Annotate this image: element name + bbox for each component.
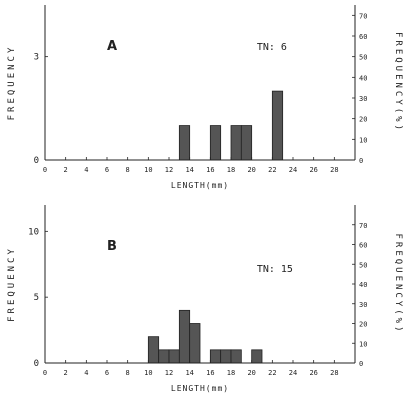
- x-tick-label: 14: [185, 166, 193, 174]
- x-tick-label: 0: [43, 369, 47, 377]
- right-y-tick-label: 60: [359, 33, 367, 41]
- x-tick-label: 4: [84, 369, 88, 377]
- tn-annotation: TN: 6: [257, 42, 287, 53]
- y-axis-label-left: FREQUENCY: [7, 45, 17, 121]
- histogram-bar: [230, 125, 242, 161]
- right-y-tick-label: 10: [359, 136, 367, 144]
- y-tick-label: 3: [34, 53, 39, 63]
- histogram-bar: [240, 125, 253, 161]
- histogram-bar: [209, 349, 222, 364]
- right-y-tick-label: 70: [359, 222, 367, 230]
- tn-annotation: TN: 15: [257, 264, 293, 275]
- x-tick-label: 2: [64, 166, 68, 174]
- x-tick-label: 14: [185, 369, 193, 377]
- histogram-bar: [147, 336, 160, 364]
- x-axis-label: LENGTH(mm): [171, 384, 229, 393]
- x-tick-label: 16: [206, 166, 214, 174]
- histogram-bar: [251, 349, 263, 364]
- y-axis-label-right: FREQUENCY(%): [393, 32, 403, 133]
- x-tick-label: 8: [126, 166, 130, 174]
- x-tick-label: 18: [227, 369, 235, 377]
- right-y-tick-label: 0: [359, 360, 363, 368]
- right-y-tick-label: 40: [359, 74, 367, 82]
- x-tick-label: 12: [165, 369, 173, 377]
- x-tick-label: 16: [206, 369, 214, 377]
- histogram-bar: [220, 349, 232, 364]
- x-tick-label: 26: [309, 369, 317, 377]
- x-tick-label: 6: [105, 166, 109, 174]
- histogram-bar: [230, 349, 242, 364]
- x-tick-label: 28: [330, 166, 338, 174]
- right-y-tick-label: 30: [359, 95, 367, 103]
- x-axis-label: LENGTH(mm): [171, 181, 229, 190]
- right-y-tick-label: 70: [359, 12, 367, 20]
- x-tick-label: 18: [227, 166, 235, 174]
- histogram-bar: [178, 309, 191, 364]
- histogram-bar: [178, 125, 191, 161]
- right-y-tick-label: 40: [359, 281, 367, 289]
- y-tick-label: 5: [34, 293, 39, 303]
- x-tick-label: 6: [105, 369, 109, 377]
- histogram-bar: [209, 125, 222, 161]
- histogram-bar: [189, 323, 201, 364]
- x-tick-label: 20: [247, 369, 255, 377]
- x-tick-label: 24: [289, 369, 297, 377]
- right-y-tick-label: 30: [359, 301, 367, 309]
- x-tick-label: 26: [309, 166, 317, 174]
- x-tick-label: 24: [289, 166, 297, 174]
- x-tick-label: 12: [165, 166, 173, 174]
- histogram-bar: [168, 349, 180, 364]
- right-y-tick-label: 50: [359, 54, 367, 62]
- x-tick-label: 0: [43, 166, 47, 174]
- right-y-tick-label: 50: [359, 261, 367, 269]
- right-y-tick-label: 20: [359, 321, 367, 329]
- right-y-tick-label: 20: [359, 116, 367, 124]
- x-tick-label: 4: [84, 166, 88, 174]
- x-tick-label: 22: [268, 369, 276, 377]
- panel-letter: A: [107, 39, 117, 54]
- histogram-bar: [158, 349, 170, 364]
- panel-b: 0 2 4 6 8 10 12 14 16 18 20 22 24 26 28051001020304050…: [7, 205, 403, 393]
- panel-letter: B: [107, 239, 117, 254]
- y-axis-label-right: FREQUENCY(%): [393, 233, 403, 334]
- panel-a: 0 2 4 6 8 10 12 14 16 18 20 22 24 26 28030102030405060…: [7, 5, 403, 190]
- x-tick-label: 10: [144, 166, 152, 174]
- right-y-tick-label: 60: [359, 242, 367, 250]
- x-tick-label: 28: [330, 369, 338, 377]
- y-axis-label-left: FREQUENCY: [7, 246, 17, 322]
- x-tick-label: 10: [144, 369, 152, 377]
- histogram-bar: [271, 90, 284, 161]
- y-tick-label: 0: [34, 156, 39, 166]
- x-tick-label: 8: [126, 369, 130, 377]
- x-tick-label: 22: [268, 166, 276, 174]
- x-tick-label: 20: [247, 166, 255, 174]
- right-y-tick-label: 10: [359, 340, 367, 348]
- right-y-tick-label: 0: [359, 157, 363, 165]
- x-tick-label: 2: [64, 369, 68, 377]
- y-tick-label: 0: [34, 359, 39, 369]
- y-tick-label: 10: [28, 227, 39, 237]
